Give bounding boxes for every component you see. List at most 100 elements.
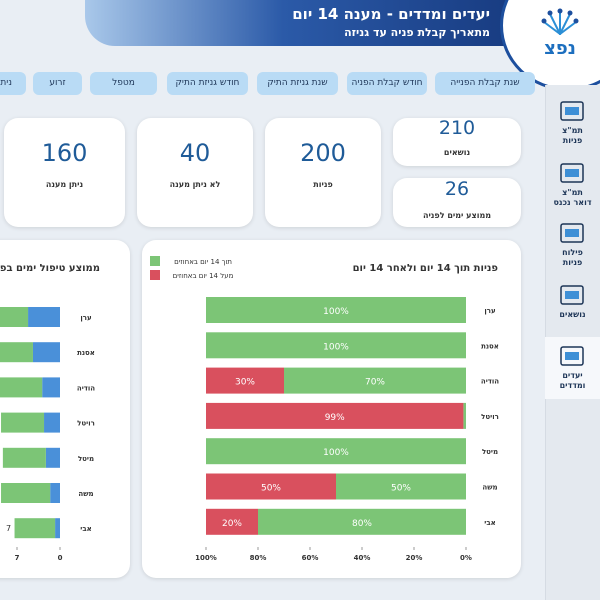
category-label: ערן: [484, 307, 496, 315]
page-subtitle: מתאריך קבלת פניה עד גניזה: [344, 26, 490, 39]
kpi-value: 40: [179, 139, 211, 167]
filter-button[interactable]: חודש קבלת הפניה: [347, 72, 427, 95]
category-label: משה: [78, 490, 93, 498]
kpi-value: 200: [300, 139, 346, 167]
value-label: 99%: [325, 413, 345, 423]
x-tick-label: 40%: [354, 554, 371, 562]
value-label: 80%: [352, 519, 372, 529]
bar-segment: [50, 483, 60, 503]
filter-button[interactable]: חודש גניזת התיק: [167, 72, 248, 95]
value-label: 20%: [222, 519, 242, 529]
x-tick-label: 0%: [460, 554, 472, 562]
category-label: הודיה: [481, 378, 499, 386]
bar-segment: [284, 367, 466, 394]
x-tick-label: 7: [15, 554, 20, 562]
bar-segment: [55, 518, 60, 539]
value-label: 7: [6, 524, 11, 533]
nav-icon: [560, 223, 584, 243]
category-label: אבי: [80, 525, 91, 533]
kpi-card: 26 ממוצע ימים לפניה: [393, 178, 521, 227]
bar-segment: [0, 342, 33, 363]
value-label: 50%: [391, 484, 411, 494]
category-label: אסנת: [77, 349, 95, 357]
legend-swatch: [150, 270, 160, 280]
filter-button[interactable]: שנת קבלת הפנייה: [435, 72, 535, 95]
bar-segment: [463, 402, 466, 429]
legend-label: תוך 14 יום באחוזים: [174, 258, 232, 266]
bar-segment: [14, 518, 56, 539]
kpi-label: פניות: [313, 180, 333, 189]
kpi-value: 210: [438, 117, 476, 139]
nav-icon: [560, 163, 584, 183]
header-banner: [85, 0, 525, 46]
bar-segment: [2, 447, 46, 468]
logo-icon: [541, 8, 579, 35]
bar-segment: [206, 367, 284, 394]
filter-button[interactable]: מטפל: [90, 72, 157, 95]
legend-swatch: [150, 256, 160, 266]
bar-segment: [42, 377, 60, 398]
nav-item[interactable]: נושאים: [559, 310, 586, 319]
kpi-card: 210 נושאים: [393, 117, 521, 166]
bar-segment: [0, 307, 29, 327]
filter-button[interactable]: שנת גניזת התיק: [257, 72, 338, 95]
category-label: מיטל: [78, 455, 94, 463]
category-label: רויטל: [77, 420, 95, 428]
value-label: 100%: [323, 307, 349, 317]
legend-label: מעל 14 יום באחוזים: [173, 272, 234, 280]
x-tick-label: 0: [58, 554, 63, 562]
category-label: אסנת: [481, 342, 499, 350]
nav-item[interactable]: תמ"צ דואר נכנס: [553, 188, 592, 207]
bar-segment: [206, 402, 464, 429]
bar-segment: [258, 508, 466, 535]
kpi-card: 40 לא ניתן מענה: [137, 118, 253, 227]
kpi-label: לא ניתן מענה: [169, 180, 221, 189]
category-label: מיטל: [482, 448, 498, 456]
nav-item[interactable]: תמ"צ פניות: [562, 126, 583, 145]
logo-text: נפצ: [544, 38, 576, 59]
category-label: רויטל: [481, 413, 499, 421]
kpi-value: 160: [41, 139, 88, 167]
value-label: 70%: [365, 378, 385, 388]
bar-segment: [45, 447, 60, 468]
kpi-label: נושאים: [443, 148, 471, 157]
chart-title: ממוצע טיפול ימים בפנייה: [0, 263, 100, 274]
bar-segment: [206, 297, 466, 323]
value-label: 50%: [261, 484, 281, 494]
category-label: הודיה: [77, 384, 95, 392]
x-tick-label: 60%: [302, 554, 319, 562]
bar-segment: [206, 473, 336, 500]
kpi-card: 160 ניתן מענה: [4, 118, 125, 227]
x-tick-label: 80%: [250, 554, 267, 562]
filter-button[interactable]: זרוע: [33, 72, 82, 95]
bar-segment: [44, 412, 60, 433]
nav-item[interactable]: יעדים ומדדים: [559, 371, 586, 390]
nav-icon: [560, 101, 584, 121]
bar-segment: [206, 332, 466, 359]
x-tick-label: 20%: [406, 554, 423, 562]
bar-segment: [1, 483, 51, 503]
filter-button[interactable]: ניתוח: [0, 72, 26, 95]
bar-segment: [206, 508, 258, 535]
category-label: משה: [482, 484, 497, 492]
kpi-value: 26: [444, 178, 470, 200]
chart-title: פניות תוך 14 יום ולאחר 14 יום: [353, 263, 499, 274]
bar-segment: [1, 412, 45, 433]
bar-segment: [206, 438, 466, 465]
value-label: 100%: [323, 342, 349, 352]
nav-icon: [560, 346, 584, 366]
bar-segment: [32, 342, 60, 363]
x-tick-label: 100%: [195, 554, 217, 562]
category-label: אבי: [484, 519, 495, 527]
value-label: 100%: [323, 448, 349, 458]
bar-segment: [336, 473, 466, 500]
kpi-card: 200 פניות: [265, 118, 381, 227]
nav-item[interactable]: פילוח פניות: [562, 248, 583, 267]
bar-segment: [28, 307, 60, 327]
kpi-label: ממוצע ימים לפניה: [422, 211, 492, 220]
bar-segment: [0, 377, 43, 398]
page-title: יעדים ומדדים - מענה 14 יום: [292, 5, 490, 23]
nav-icon: [560, 285, 584, 305]
